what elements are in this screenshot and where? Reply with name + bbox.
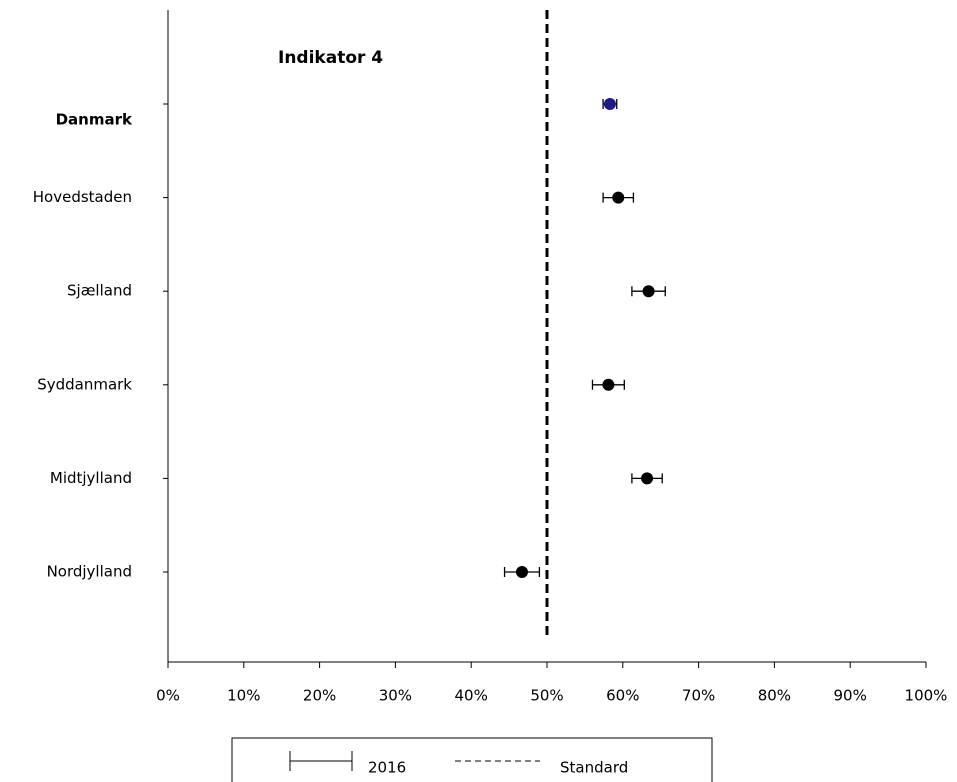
x-tick-label: 0%	[156, 687, 180, 705]
chart-title: Indikator 4	[278, 48, 383, 68]
y-tick-label: Nordjylland	[47, 563, 132, 581]
x-tick-label: 30%	[379, 687, 412, 705]
point	[641, 472, 654, 485]
legend-label: 2016	[368, 759, 406, 777]
y-tick-label: Syddanmark	[37, 375, 132, 393]
x-tick-label: 60%	[606, 687, 639, 705]
x-tick-label: 20%	[303, 687, 336, 705]
legend-box	[231, 737, 713, 782]
y-tick-label: Sjælland	[67, 282, 132, 300]
point	[642, 285, 655, 298]
legend-symbol	[289, 751, 353, 771]
y-tick-label: Hovedstaden	[33, 188, 132, 206]
x-tick-label: 40%	[455, 687, 488, 705]
y-tick-label: Midtjylland	[50, 469, 132, 487]
point	[515, 566, 528, 578]
x-tick-label: 50%	[530, 687, 563, 705]
point	[603, 98, 616, 110]
point	[612, 191, 625, 204]
x-tick-label: 10%	[227, 687, 260, 705]
legend-label: Standard	[560, 759, 628, 777]
x-tick-label: 90%	[834, 687, 867, 705]
x-tick-label: 100%	[905, 687, 948, 705]
x-tick-label: 80%	[758, 687, 791, 705]
y-tick-label: Danmark	[56, 111, 133, 129]
point	[602, 378, 615, 391]
x-tick-label: 70%	[682, 687, 715, 705]
